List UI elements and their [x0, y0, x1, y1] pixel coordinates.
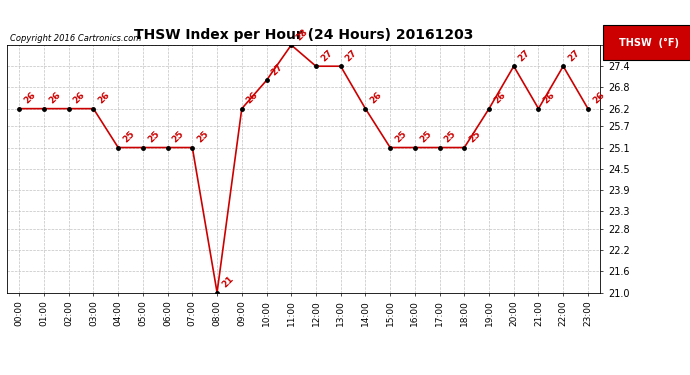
Text: 26: 26: [72, 91, 87, 106]
Text: 25: 25: [195, 129, 210, 145]
Text: 25: 25: [442, 129, 457, 145]
Text: 27: 27: [319, 48, 334, 63]
Text: 27: 27: [344, 48, 359, 63]
Text: 25: 25: [170, 129, 186, 145]
Text: 25: 25: [393, 129, 408, 145]
Text: 26: 26: [22, 91, 37, 106]
Text: THSW  (°F): THSW (°F): [619, 38, 679, 48]
Text: 27: 27: [566, 48, 582, 63]
Text: 25: 25: [418, 129, 433, 145]
Text: 25: 25: [146, 129, 161, 145]
Text: 21: 21: [220, 274, 235, 290]
Text: 27: 27: [517, 48, 532, 63]
Text: 26: 26: [542, 91, 557, 106]
Text: 26: 26: [591, 91, 606, 106]
Text: 26: 26: [245, 91, 260, 106]
Text: 26: 26: [368, 91, 384, 106]
Text: 26: 26: [492, 91, 507, 106]
FancyBboxPatch shape: [603, 25, 690, 60]
Text: 25: 25: [121, 129, 137, 145]
Text: 28: 28: [294, 27, 309, 42]
Title: THSW Index per Hour (24 Hours) 20161203: THSW Index per Hour (24 Hours) 20161203: [134, 28, 473, 42]
Text: 26: 26: [47, 91, 62, 106]
Text: 27: 27: [270, 62, 285, 78]
Text: 26: 26: [97, 91, 112, 106]
Text: Copyright 2016 Cartronics.com: Copyright 2016 Cartronics.com: [10, 33, 141, 42]
Text: 25: 25: [467, 129, 482, 145]
